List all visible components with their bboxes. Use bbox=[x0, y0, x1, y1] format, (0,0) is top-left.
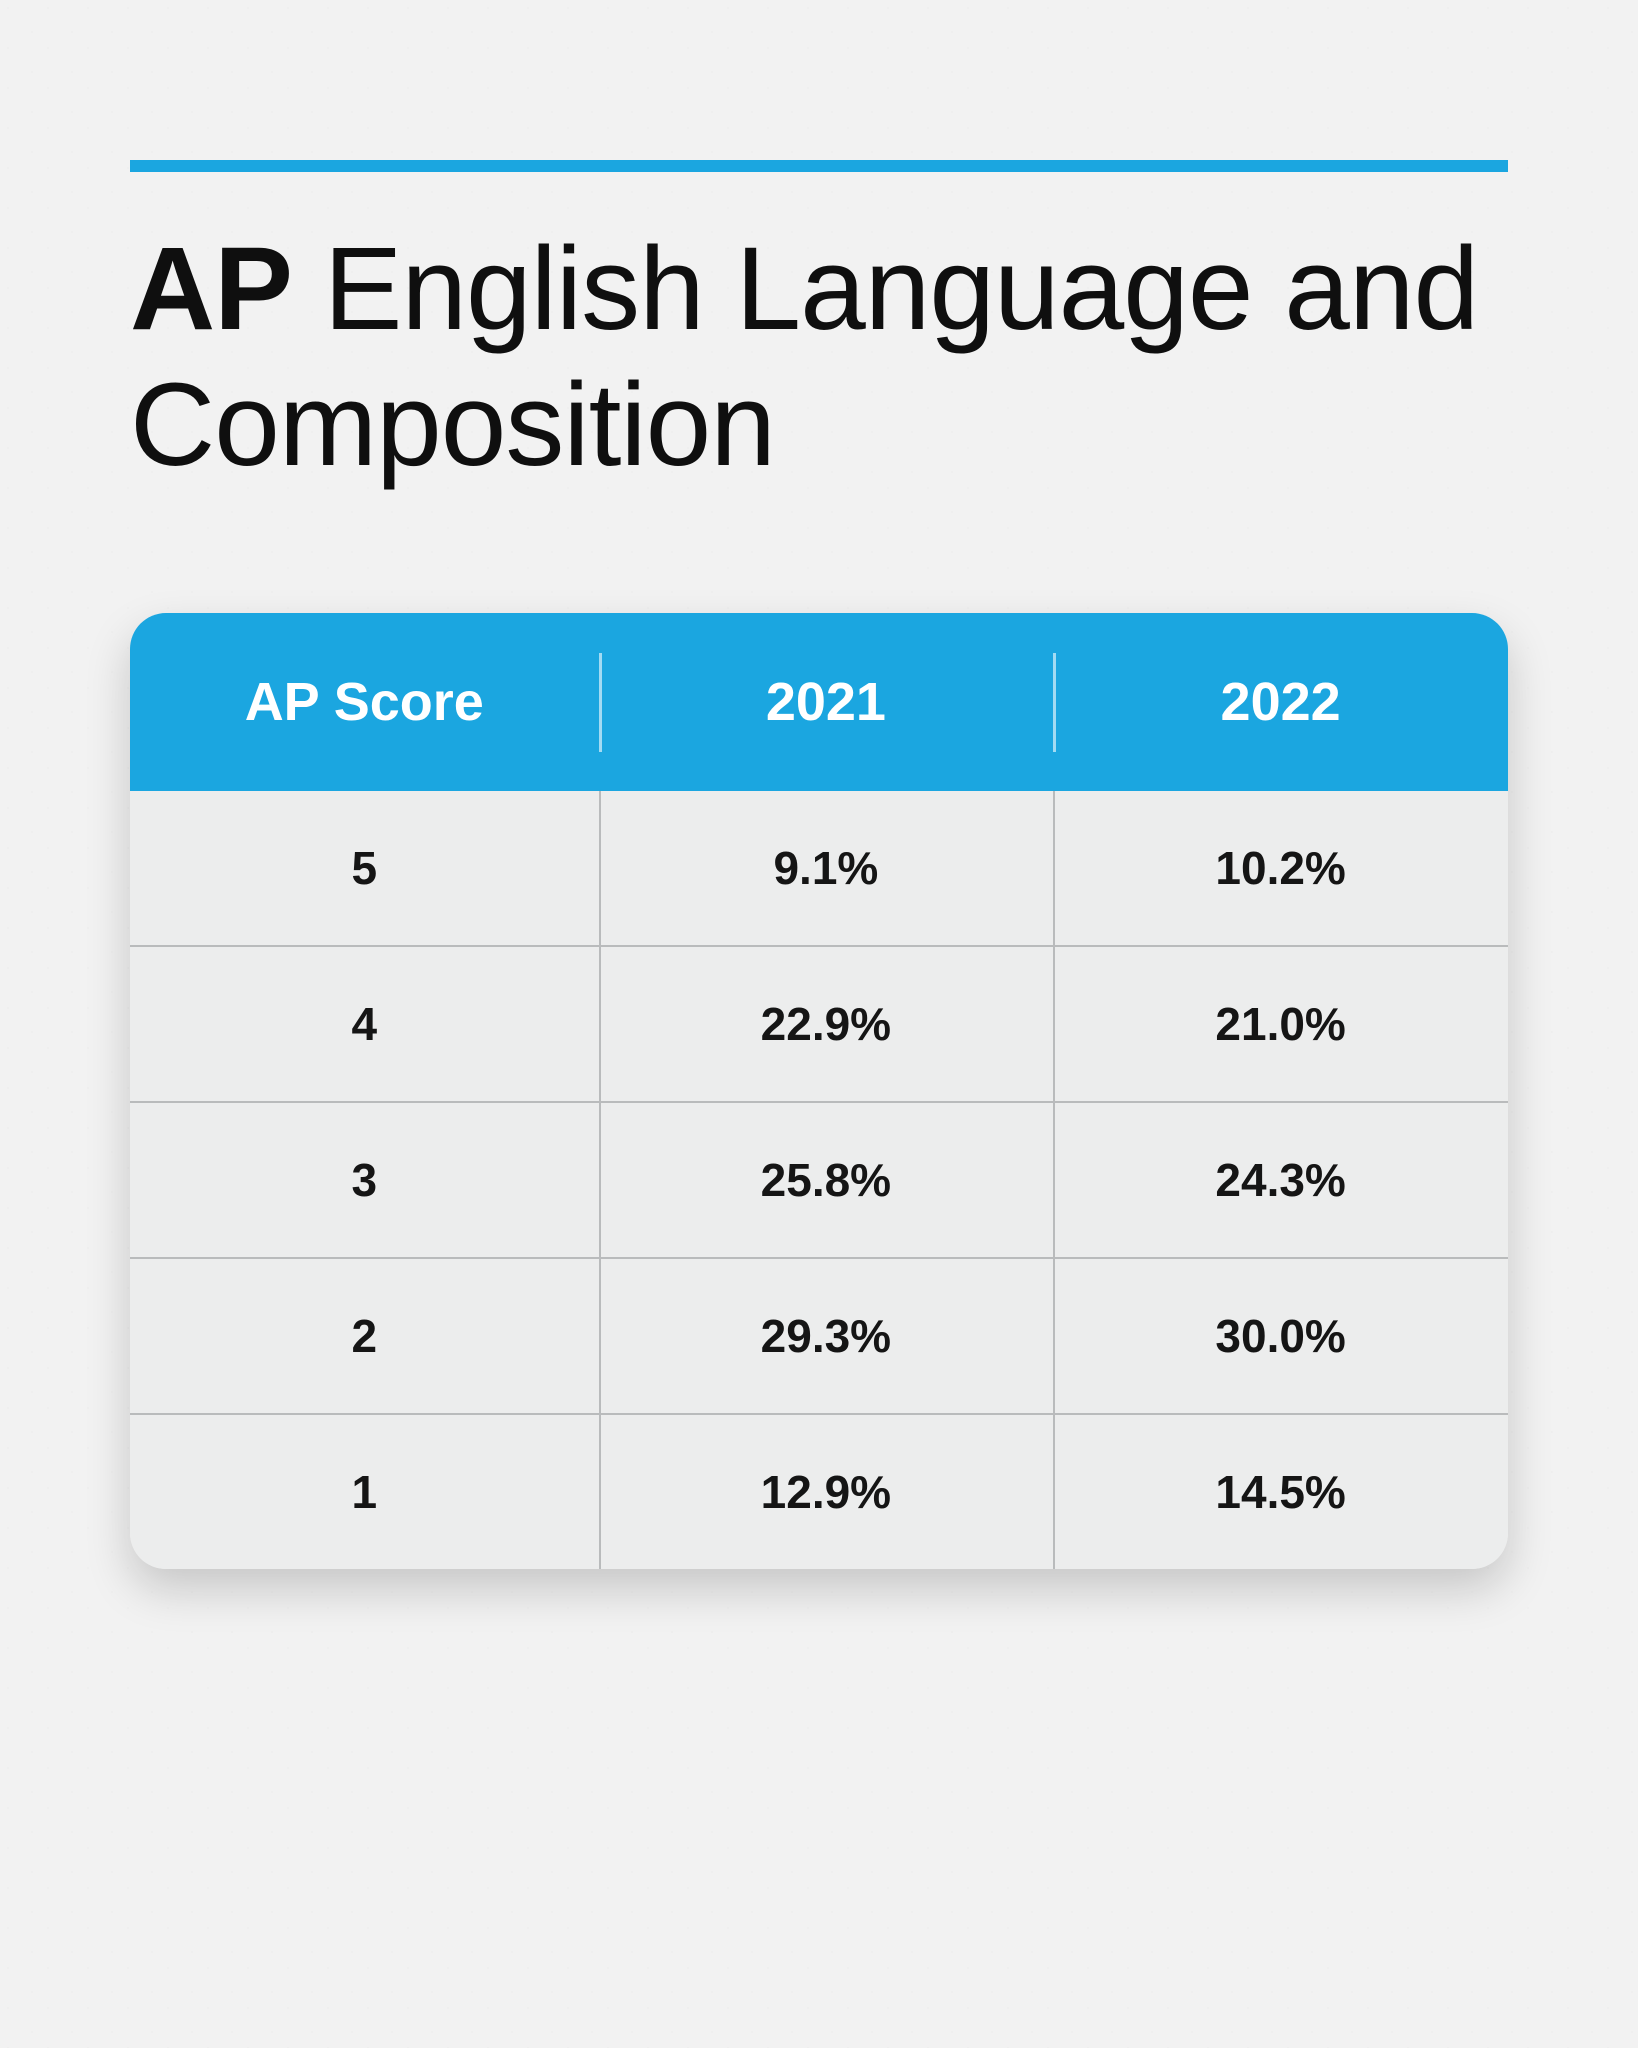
cell-score: 2 bbox=[130, 1258, 599, 1414]
page-title: AP English Language and Composition bbox=[130, 222, 1508, 493]
cell-2022: 10.2% bbox=[1053, 791, 1508, 946]
score-table: AP Score 2021 2022 5 9.1% 10.2% 4 22.9% … bbox=[130, 613, 1508, 1569]
cell-2021: 9.1% bbox=[599, 791, 1054, 946]
cell-2021: 22.9% bbox=[599, 946, 1054, 1102]
cell-score: 4 bbox=[130, 946, 599, 1102]
col-header-2022: 2022 bbox=[1053, 613, 1508, 791]
cell-score: 1 bbox=[130, 1414, 599, 1569]
score-table-container: AP Score 2021 2022 5 9.1% 10.2% 4 22.9% … bbox=[130, 613, 1508, 1569]
cell-2022: 30.0% bbox=[1053, 1258, 1508, 1414]
cell-2022: 14.5% bbox=[1053, 1414, 1508, 1569]
col-header-2021: 2021 bbox=[599, 613, 1054, 791]
cell-score: 3 bbox=[130, 1102, 599, 1258]
title-rest: English Language and Composition bbox=[130, 223, 1478, 491]
cell-2021: 29.3% bbox=[599, 1258, 1054, 1414]
table-row: 1 12.9% 14.5% bbox=[130, 1414, 1508, 1569]
accent-bar bbox=[130, 160, 1508, 172]
cell-2022: 21.0% bbox=[1053, 946, 1508, 1102]
cell-2021: 12.9% bbox=[599, 1414, 1054, 1569]
title-bold: AP bbox=[130, 223, 292, 355]
table-row: 4 22.9% 21.0% bbox=[130, 946, 1508, 1102]
cell-score: 5 bbox=[130, 791, 599, 946]
table-row: 2 29.3% 30.0% bbox=[130, 1258, 1508, 1414]
col-header-score: AP Score bbox=[130, 613, 599, 791]
cell-2022: 24.3% bbox=[1053, 1102, 1508, 1258]
table-header-row: AP Score 2021 2022 bbox=[130, 613, 1508, 791]
table-row: 5 9.1% 10.2% bbox=[130, 791, 1508, 946]
table-row: 3 25.8% 24.3% bbox=[130, 1102, 1508, 1258]
cell-2021: 25.8% bbox=[599, 1102, 1054, 1258]
